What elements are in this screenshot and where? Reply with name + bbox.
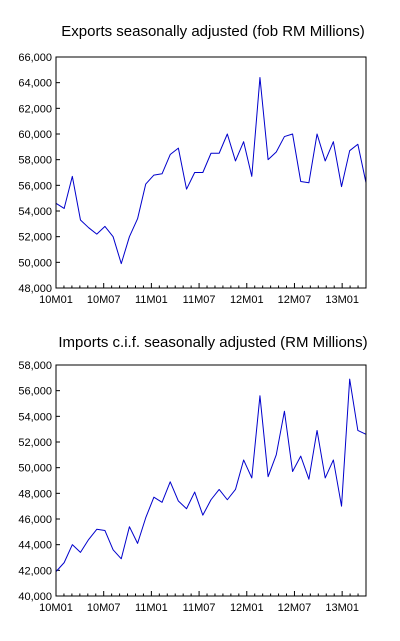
exports-x-tick-label: 10M01 (39, 294, 73, 306)
imports-plot-frame (55, 364, 367, 597)
imports-y-tick-label: 48,000 (18, 488, 52, 500)
imports-chart-title: Imports c.i.f. seasonally adjusted (RM M… (58, 334, 367, 351)
exports-y-tick-label: 48,000 (18, 283, 52, 295)
imports-y-tick-label: 46,000 (18, 514, 52, 526)
exports-x-tick-label: 12M01 (230, 294, 264, 306)
imports-y-tick-label: 44,000 (18, 540, 52, 552)
exports-y-tick-label: 64,000 (18, 78, 52, 90)
imports-x-tick-label: 10M01 (39, 602, 73, 614)
imports-y-axis: 40,000 42,000 44,000 46,000 48,000 50,000 52,0… (18, 360, 60, 603)
exports-y-axis: 48,000 50,000 52,000 54,000 56,000 58,000 60,0… (18, 52, 60, 295)
imports-y-tick-label: 40,000 (18, 591, 52, 603)
exports-x-axis: 10M01 10M07 11M01 11M07 12M01 12M07 13M01 (39, 283, 367, 306)
exports-x-tick-label: 12M07 (278, 294, 312, 306)
exports-y-tick-label: 56,000 (18, 180, 52, 192)
imports-y-tick-label: 56,000 (18, 386, 52, 398)
imports-y-tick-label: 50,000 (18, 463, 52, 475)
exports-x-tick-label: 11M07 (183, 294, 216, 306)
exports-series-line (55, 77, 367, 265)
imports-x-tick-label: 12M07 (278, 602, 312, 614)
imports-x-tick-label: 11M01 (135, 602, 168, 614)
imports-y-tick-label: 42,000 (18, 565, 52, 577)
imports-series-line (55, 378, 367, 572)
exports-y-tick-label: 62,000 (18, 103, 52, 115)
exports-y-tick-label: 54,000 (18, 206, 52, 218)
imports-y-tick-label: 52,000 (18, 437, 52, 449)
exports-y-tick-label: 58,000 (18, 155, 52, 167)
imports-y-tick-label: 54,000 (18, 411, 52, 423)
imports-y-tick-label: 58,000 (18, 360, 52, 372)
imports-x-tick-label: 10M07 (87, 602, 121, 614)
exports-chart: Exports seasonally adjusted (fob RM Mill… (18, 23, 367, 306)
imports-x-tick-label: 13M01 (325, 602, 359, 614)
imports-chart: Imports c.i.f. seasonally adjusted (RM M… (18, 334, 367, 614)
exports-y-tick-label: 52,000 (18, 232, 52, 244)
imports-x-tick-label: 11M07 (183, 602, 216, 614)
exports-chart-title: Exports seasonally adjusted (fob RM Mill… (61, 23, 364, 40)
exports-y-tick-label: 50,000 (18, 257, 52, 269)
exports-y-tick-label: 66,000 (18, 52, 52, 64)
exports-y-tick-label: 60,000 (18, 129, 52, 141)
exports-x-tick-label: 11M01 (135, 294, 168, 306)
imports-x-axis: 10M01 10M07 11M01 11M07 12M01 12M07 13M01 (39, 591, 367, 614)
exports-x-tick-label: 13M01 (325, 294, 359, 306)
exports-x-tick-label: 10M07 (87, 294, 121, 306)
imports-x-tick-label: 12M01 (230, 602, 264, 614)
exports-plot-frame (55, 56, 367, 289)
